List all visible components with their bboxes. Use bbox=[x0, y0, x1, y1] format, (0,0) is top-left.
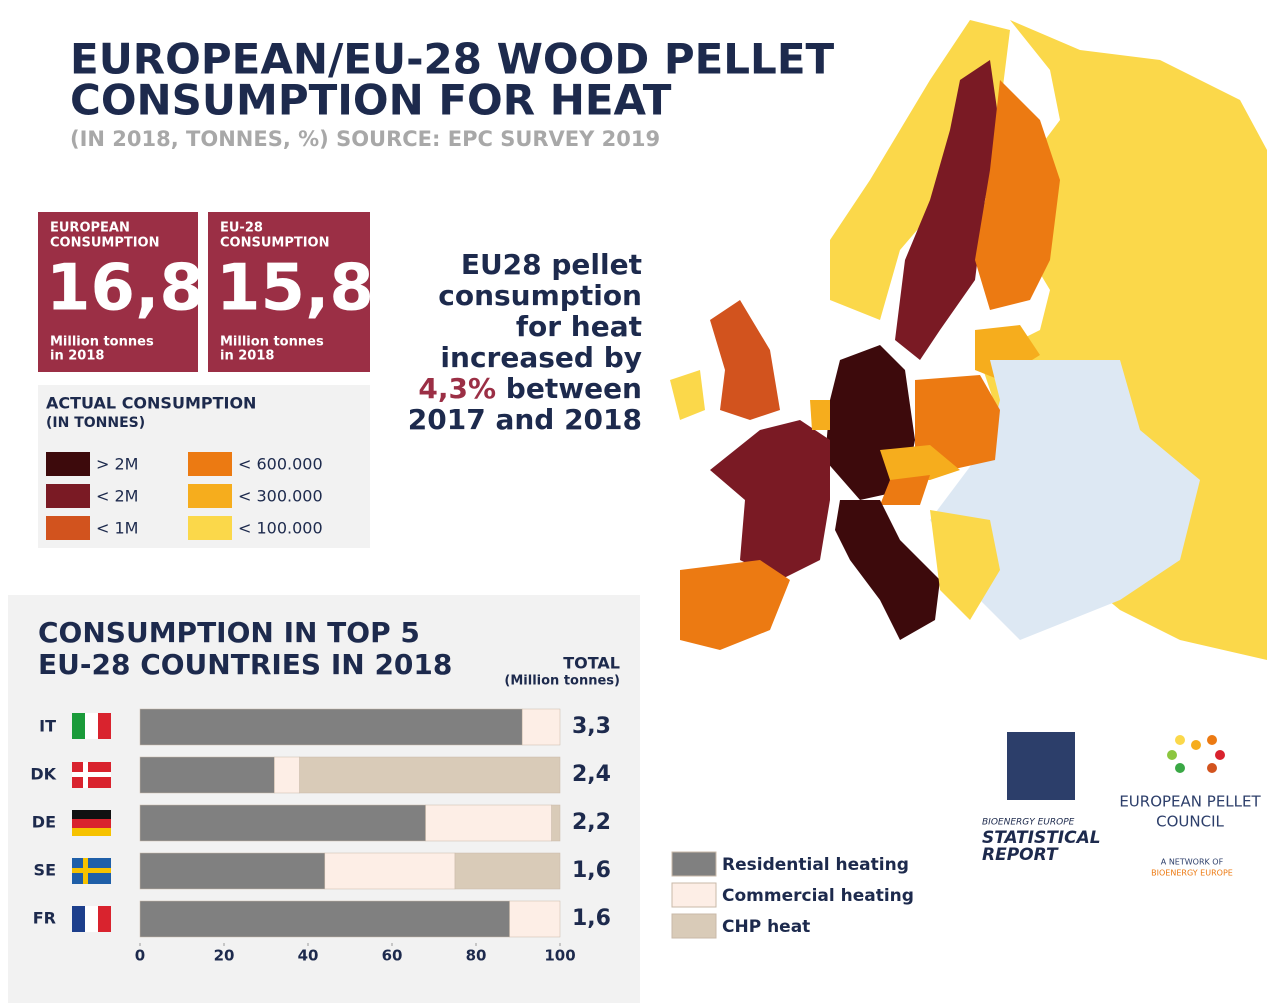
stat-unit: in 2018 bbox=[220, 349, 274, 364]
y-tick-label: IT bbox=[39, 717, 56, 736]
note-line: for heat bbox=[516, 310, 642, 343]
total-label: 2,4 bbox=[572, 762, 611, 787]
legend-swatch bbox=[671, 882, 717, 908]
logo-text: BIOENERGY EUROPE bbox=[1151, 869, 1233, 878]
stat-unit: Million tonnes bbox=[50, 335, 154, 350]
stat-box bbox=[38, 212, 198, 372]
y-tick-label: DK bbox=[30, 765, 56, 784]
total-label: 2,2 bbox=[572, 810, 611, 835]
total-label: 1,6 bbox=[572, 906, 611, 931]
note-rest: between bbox=[496, 372, 642, 405]
y-tick-label: DE bbox=[32, 813, 56, 832]
bar-segment bbox=[299, 756, 561, 794]
bar-segment bbox=[509, 900, 561, 938]
legend-swatch bbox=[671, 913, 717, 939]
title: CONSUMPTION FOR HEAT bbox=[70, 76, 672, 125]
y-tick-label: FR bbox=[33, 909, 56, 928]
bar-segment bbox=[425, 804, 552, 842]
bar-segment bbox=[139, 852, 326, 890]
x-tick-label: 40 bbox=[298, 947, 319, 965]
stat-unit: Million tonnes bbox=[220, 335, 324, 350]
legend-label: < 600.000 bbox=[238, 455, 323, 474]
bar-segment bbox=[139, 900, 510, 938]
legend-label: CHP heat bbox=[722, 917, 810, 937]
stat-value: 16,8 bbox=[46, 252, 204, 326]
legend-title: (IN TONNES) bbox=[46, 415, 145, 431]
note-line: EU28 pellet bbox=[461, 248, 642, 281]
legend-swatch bbox=[671, 851, 717, 877]
bar-segment bbox=[324, 852, 456, 890]
note-line: increased by bbox=[440, 341, 642, 374]
legend-swatch bbox=[46, 484, 90, 508]
bar-chart: CONSUMPTION IN TOP 5EU-28 COUNTRIES IN 2… bbox=[30, 616, 914, 965]
note-line: 2017 and 2018 bbox=[408, 403, 642, 436]
epc-icon bbox=[1167, 735, 1225, 773]
bar-segment bbox=[551, 804, 561, 842]
legend-swatch bbox=[188, 484, 232, 508]
legend-swatch bbox=[188, 516, 232, 540]
map-legend: ACTUAL CONSUMPTION (IN TONNES) > 2M < 2M < 1… bbox=[46, 394, 323, 540]
legend-swatch bbox=[188, 452, 232, 476]
legend-label: < 2M bbox=[96, 487, 138, 506]
legend-label: Commercial heating bbox=[722, 886, 914, 906]
logo-icon bbox=[1007, 732, 1075, 800]
bar-segment bbox=[454, 852, 561, 890]
logos: BIOENERGY EUROPESTATISTICALREPORTEUROPEA… bbox=[982, 793, 1262, 878]
stat-label: CONSUMPTION bbox=[220, 236, 330, 251]
legend-label: < 100.000 bbox=[238, 519, 323, 538]
stat-label: EU-28 bbox=[220, 221, 263, 236]
logo-text: STATISTICAL bbox=[982, 828, 1101, 848]
x-tick-label: 80 bbox=[466, 947, 487, 965]
total-label: 3,3 bbox=[572, 714, 611, 739]
legend-swatch bbox=[46, 452, 90, 476]
bar-segment bbox=[139, 756, 275, 794]
logo-text: A NETWORK OF bbox=[1161, 858, 1224, 867]
legend-label: > 2M bbox=[96, 455, 138, 474]
stat-label: EUROPEAN bbox=[50, 221, 130, 236]
chart-title: CONSUMPTION IN TOP 5 bbox=[38, 616, 420, 649]
stat-box bbox=[208, 212, 370, 372]
totals-header: (Million tonnes) bbox=[504, 674, 620, 689]
total-label: 1,6 bbox=[572, 858, 611, 883]
x-tick-label: 20 bbox=[214, 947, 235, 965]
x-tick-label: 100 bbox=[544, 947, 575, 965]
stat-label: CONSUMPTION bbox=[50, 236, 160, 251]
legend-label: Residential heating bbox=[722, 855, 909, 875]
legend-swatch bbox=[46, 516, 90, 540]
logo-text: EUROPEAN PELLET bbox=[1119, 793, 1261, 811]
logo-text: REPORT bbox=[982, 845, 1059, 865]
flags bbox=[72, 713, 111, 932]
bar-segment bbox=[274, 756, 300, 794]
bar-segment bbox=[139, 804, 426, 842]
bar-segment bbox=[139, 708, 523, 746]
logo-text: COUNCIL bbox=[1156, 813, 1224, 831]
x-tick-label: 60 bbox=[382, 947, 403, 965]
title: EUROPEAN/EU-28 WOOD PELLET bbox=[70, 35, 835, 84]
legend-label: < 300.000 bbox=[238, 487, 323, 506]
map bbox=[670, 20, 1267, 660]
note-highlight: 4,3% bbox=[418, 372, 496, 405]
legend-title: ACTUAL CONSUMPTION bbox=[46, 394, 256, 413]
y-tick-label: SE bbox=[34, 861, 56, 880]
note-line: consumption bbox=[438, 279, 642, 312]
subtitle: (IN 2018, TONNES, %) SOURCE: EPC SURVEY … bbox=[70, 127, 660, 151]
logo-text: BIOENERGY EUROPE bbox=[982, 818, 1075, 828]
legend-label: < 1M bbox=[96, 519, 138, 538]
stat-value: 15,8 bbox=[216, 252, 374, 326]
x-tick-label: 0 bbox=[135, 947, 145, 965]
stat-unit: in 2018 bbox=[50, 349, 104, 364]
bar-segment bbox=[521, 708, 561, 746]
note-line: 4,3% between bbox=[418, 372, 642, 405]
totals-header: TOTAL bbox=[563, 654, 620, 673]
chart-title: EU-28 COUNTRIES IN 2018 bbox=[38, 648, 452, 681]
